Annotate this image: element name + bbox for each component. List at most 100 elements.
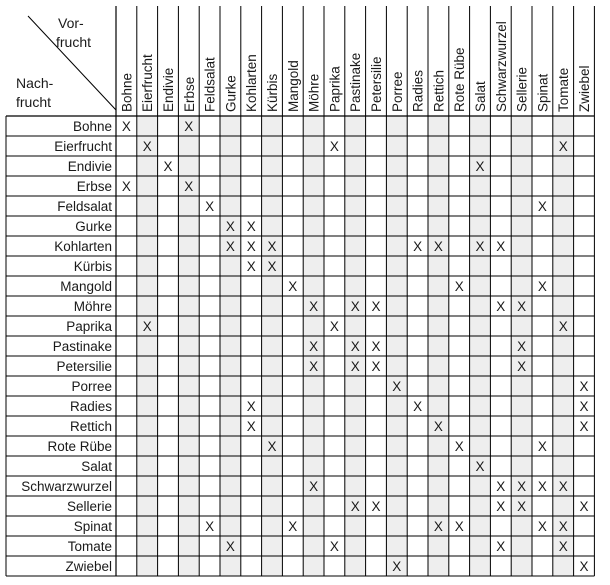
column-label-gurke: Gurke	[223, 75, 238, 112]
table-gridlines	[5, 6, 595, 577]
column-label-salat: Salat	[473, 81, 488, 112]
mark-schwarzwurzel-moehre: X	[309, 479, 318, 494]
row-label-zwiebel: Zwiebel	[65, 559, 112, 574]
mark-sellerie-sellerie: X	[517, 499, 526, 514]
mark-erbse-bohne: X	[122, 179, 131, 194]
mark-petersilie-petersilie: X	[371, 359, 380, 374]
row-label-kuerbis: Kürbis	[74, 259, 113, 274]
mark-kohlarten-radies: X	[413, 239, 422, 254]
column-label-mangold: Mangold	[286, 60, 301, 112]
mark-mangold-rote-ruebe: X	[455, 279, 464, 294]
column-label-erbse: Erbse	[182, 77, 197, 112]
row-label-radies: Radies	[70, 399, 112, 414]
mark-pastinake-pastinake: X	[351, 339, 360, 354]
mark-bohne-erbse: X	[184, 119, 193, 134]
corner-diagonal	[27, 15, 117, 111]
column-label-pastinake: Pastinake	[348, 53, 363, 112]
header-corner: Vor- frucht Nach- frucht	[16, 15, 117, 111]
mark-rote-ruebe-rote-ruebe: X	[455, 439, 464, 454]
mark-spinat-feldsalat: X	[205, 519, 214, 534]
column-shade-tomate	[552, 116, 574, 576]
row-label-petersilie: Petersilie	[56, 359, 112, 374]
corner-previous-crop-line2: frucht	[56, 34, 91, 50]
mark-spinat-rote-ruebe: X	[455, 519, 464, 534]
row-label-spinat: Spinat	[74, 519, 113, 534]
row-label-kohlarten: Kohlarten	[54, 239, 112, 254]
column-headers: Bohne Eierfrucht Endivie Erbse Feldsalat Gurk…	[119, 21, 592, 112]
mark-spinat-spinat: X	[538, 519, 547, 534]
column-label-paprika: Paprika	[327, 66, 342, 112]
column-label-rettich: Rettich	[431, 70, 446, 112]
mark-schwarzwurzel-tomate: X	[559, 479, 568, 494]
mark-kohlarten-rettich: X	[434, 239, 443, 254]
mark-eierfrucht-tomate: X	[559, 139, 568, 154]
corner-previous-crop-line1: Vor-	[58, 15, 84, 31]
column-label-moehre: Möhre	[307, 74, 322, 112]
mark-sellerie-schwarzwurzel: X	[496, 499, 505, 514]
row-label-eierfrucht: Eierfrucht	[54, 139, 112, 154]
mark-endivie-endivie: X	[163, 159, 172, 174]
mark-radies-radies: X	[413, 399, 422, 414]
row-label-paprika: Paprika	[66, 319, 112, 334]
mark-feldsalat-feldsalat: X	[205, 199, 214, 214]
column-label-eierfrucht: Eierfrucht	[140, 54, 155, 112]
mark-pastinake-petersilie: X	[371, 339, 380, 354]
shaded-columns	[136, 116, 574, 576]
row-label-erbse: Erbse	[77, 179, 112, 194]
column-shade-pastinake	[344, 116, 366, 576]
cell-marks: X XX X XX XX XX XX XX X X X X X XX XX X XX X X X XX X XX X X XX X X…	[122, 119, 589, 574]
mark-kuerbis-kohlarten: X	[247, 259, 256, 274]
mark-kohlarten-gurke: X	[226, 239, 235, 254]
mark-mangold-mangold: X	[288, 279, 297, 294]
column-label-kuerbis: Kürbis	[265, 73, 280, 112]
mark-spinat-rettich: X	[434, 519, 443, 534]
column-label-tomate: Tomate	[556, 68, 571, 112]
column-label-zwiebel: Zwiebel	[577, 65, 592, 112]
mark-kohlarten-kuerbis: X	[267, 239, 276, 254]
mark-eierfrucht-eierfrucht: X	[143, 139, 152, 154]
mark-schwarzwurzel-sellerie: X	[517, 479, 526, 494]
mark-rote-ruebe-kuerbis: X	[267, 439, 276, 454]
mark-kuerbis-kuerbis: X	[267, 259, 276, 274]
column-shade-salat	[469, 116, 491, 576]
column-label-bohne: Bohne	[119, 73, 134, 112]
mark-moehre-petersilie: X	[371, 299, 380, 314]
row-label-endivie: Endivie	[68, 159, 112, 174]
column-shade-sellerie	[511, 116, 532, 576]
mark-spinat-mangold: X	[288, 519, 297, 534]
mark-tomate-gurke: X	[226, 539, 235, 554]
mark-moehre-sellerie: X	[517, 299, 526, 314]
mark-moehre-schwarzwurzel: X	[496, 299, 505, 314]
mark-rettich-kohlarten: X	[247, 419, 256, 434]
mark-rettich-rettich: X	[434, 419, 443, 434]
mark-pastinake-sellerie: X	[517, 339, 526, 354]
column-label-spinat: Spinat	[535, 73, 550, 112]
row-label-pastinake: Pastinake	[53, 339, 112, 354]
mark-schwarzwurzel-schwarzwurzel: X	[496, 479, 505, 494]
row-label-tomate: Tomate	[68, 539, 112, 554]
mark-endivie-salat: X	[475, 159, 484, 174]
corner-next-crop-line2: frucht	[16, 94, 51, 110]
mark-schwarzwurzel-spinat: X	[538, 479, 547, 494]
mark-radies-kohlarten: X	[247, 399, 256, 414]
mark-gurke-gurke: X	[226, 219, 235, 234]
row-label-salat: Salat	[81, 459, 112, 474]
mark-erbse-erbse: X	[184, 179, 193, 194]
mark-zwiebel-porree: X	[392, 559, 401, 574]
column-shade-porree	[386, 116, 408, 576]
row-label-rote-ruebe: Rote Rübe	[47, 439, 112, 454]
column-shade-rettich	[428, 116, 449, 576]
mark-zwiebel-zwiebel: X	[579, 559, 588, 574]
mark-gurke-kohlarten: X	[247, 219, 256, 234]
mark-pastinake-moehre: X	[309, 339, 318, 354]
column-shade-kuerbis	[261, 116, 283, 576]
row-label-mangold: Mangold	[60, 279, 112, 294]
column-label-porree: Porree	[390, 71, 405, 112]
mark-spinat-tomate: X	[559, 519, 568, 534]
mark-petersilie-sellerie: X	[517, 359, 526, 374]
mark-radies-zwiebel: X	[579, 399, 588, 414]
row-label-gurke: Gurke	[75, 219, 112, 234]
column-label-feldsalat: Feldsalat	[203, 57, 218, 112]
column-shade-eierfrucht	[136, 116, 158, 576]
column-label-petersilie: Petersilie	[369, 56, 384, 112]
